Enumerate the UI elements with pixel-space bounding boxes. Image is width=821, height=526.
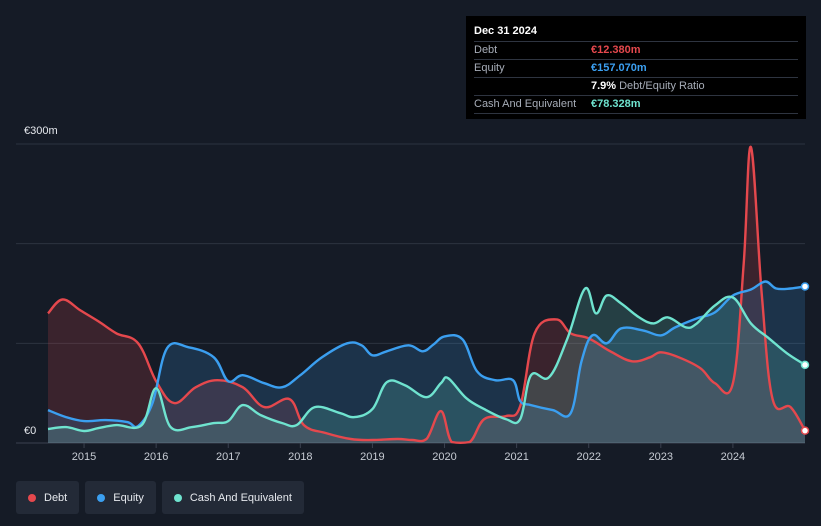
x-tick-label: 2024: [721, 451, 745, 463]
cash-dot-icon: [173, 493, 182, 502]
tooltip-value: €12.380m: [591, 44, 641, 56]
x-tick-label: 2020: [432, 451, 456, 463]
cash-and-equivalent-endpoint: [800, 360, 810, 370]
tooltip-date: Dec 31 2024: [474, 25, 537, 37]
legend-label: Cash And Equivalent: [189, 491, 292, 504]
x-tick-label: 2017: [216, 451, 240, 463]
equity-endpoint: [800, 282, 810, 291]
x-tick-label: 2023: [649, 451, 673, 463]
equity-area: [48, 281, 805, 443]
legend-label: Equity: [113, 491, 144, 504]
grid-lines: [16, 143, 805, 444]
tooltip-row-ratio: 7.9% Debt/Equity Ratio: [474, 77, 798, 95]
series-endpoints: [800, 282, 810, 435]
debt-dot-icon: [28, 493, 36, 502]
tooltip-ratio-label: Debt/Equity Ratio: [619, 80, 705, 92]
x-tick-label: 2019: [360, 451, 384, 463]
x-tick-label: 2021: [504, 451, 528, 463]
y-tick-label-max: €300m: [24, 125, 58, 137]
tooltip-label: Cash And Equivalent: [474, 98, 577, 110]
x-tick-label: 2015: [72, 451, 96, 463]
data-tooltip: Dec 31 2024 Debt €12.380m Equity €157.07…: [466, 16, 806, 119]
tooltip-row-debt: Debt €12.380m: [474, 41, 798, 59]
x-tick-label: 2016: [144, 451, 168, 463]
equity-dot-icon: [97, 493, 106, 502]
tooltip-value: €78.328m: [591, 98, 641, 110]
x-axis-ticks: 2015 2016 2017 2018 2019 2020 2021 2022 2023 2024: [72, 443, 745, 463]
y-tick-label-zero: €0: [24, 425, 37, 437]
tooltip-label: [474, 78, 591, 95]
legend-item-cash[interactable]: Cash And Equivalent: [161, 481, 304, 514]
debt-line: [47, 145, 807, 444]
legend-item-debt[interactable]: Debt: [16, 481, 80, 514]
debt-endpoint: [800, 426, 810, 435]
tooltip-row-equity: Equity €157.070m: [474, 59, 798, 77]
chart-legend: Debt Equity Cash And Equivalent: [16, 481, 304, 514]
tooltip-value: €157.070m: [591, 62, 647, 74]
tooltip-label: Debt: [474, 44, 498, 56]
cash-and-equivalent-area: [48, 287, 805, 443]
tooltip-value: 7.9%: [591, 80, 617, 92]
tooltip-label: Equity: [474, 62, 505, 74]
legend-item-equity[interactable]: Equity: [85, 481, 156, 514]
x-tick-label: 2018: [288, 451, 312, 463]
series-lines: [47, 145, 807, 444]
series-areas: [48, 146, 805, 443]
debt-area: [48, 146, 805, 443]
tooltip-row-cash: Cash And Equivalent €78.328m: [474, 95, 798, 114]
legend-label: Debt: [44, 491, 68, 504]
cash-and-equivalent-line: [47, 287, 806, 433]
x-tick-label: 2022: [576, 451, 600, 463]
